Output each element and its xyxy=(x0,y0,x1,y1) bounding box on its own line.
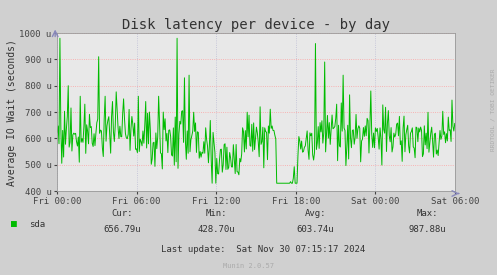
Text: Munin 2.0.57: Munin 2.0.57 xyxy=(223,263,274,269)
Text: 428.70u: 428.70u xyxy=(197,226,235,234)
Text: 656.79u: 656.79u xyxy=(103,226,141,234)
Text: 603.74u: 603.74u xyxy=(297,226,334,234)
Text: RRDTOOL / TOBI OETIKER: RRDTOOL / TOBI OETIKER xyxy=(491,69,496,151)
Text: 987.88u: 987.88u xyxy=(409,226,446,234)
Text: ■: ■ xyxy=(11,219,17,229)
Text: Max:: Max: xyxy=(416,209,438,218)
Text: sda: sda xyxy=(29,220,45,229)
Y-axis label: Average IO Wait (seconds): Average IO Wait (seconds) xyxy=(6,39,16,186)
Title: Disk latency per device - by day: Disk latency per device - by day xyxy=(122,18,390,32)
Text: Last update:  Sat Nov 30 07:15:17 2024: Last update: Sat Nov 30 07:15:17 2024 xyxy=(162,245,365,254)
Text: Min:: Min: xyxy=(205,209,227,218)
Text: Cur:: Cur: xyxy=(111,209,133,218)
Text: Avg:: Avg: xyxy=(305,209,327,218)
